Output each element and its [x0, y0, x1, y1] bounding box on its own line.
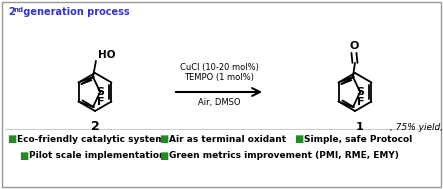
Text: Simple, safe Protocol: Simple, safe Protocol [304, 135, 412, 143]
Text: nd: nd [13, 7, 23, 13]
Text: Pilot scale implementation: Pilot scale implementation [29, 152, 166, 160]
Text: Air as terminal oxidant: Air as terminal oxidant [169, 135, 286, 143]
Text: Green metrics improvement (PMI, RME, EMY): Green metrics improvement (PMI, RME, EMY… [169, 152, 399, 160]
Text: 2: 2 [8, 7, 15, 17]
Text: , 75% yield, 7 Kg scale: , 75% yield, 7 Kg scale [390, 122, 443, 132]
Text: 1: 1 [356, 122, 364, 132]
Text: S: S [96, 87, 104, 97]
Text: ■: ■ [20, 151, 33, 161]
Text: O: O [349, 41, 359, 51]
Text: F: F [357, 97, 365, 106]
Text: Air, DMSO: Air, DMSO [198, 98, 240, 107]
Text: ■: ■ [160, 151, 173, 161]
Text: HO: HO [98, 50, 116, 60]
Text: TEMPO (1 mol%): TEMPO (1 mol%) [184, 73, 254, 82]
Text: ■: ■ [160, 134, 173, 144]
Text: ■: ■ [8, 134, 21, 144]
Text: CuCl (10-20 mol%): CuCl (10-20 mol%) [179, 63, 258, 72]
Text: F: F [97, 97, 105, 106]
Text: 2: 2 [91, 121, 99, 133]
Text: ■: ■ [295, 134, 307, 144]
Text: generation process: generation process [20, 7, 130, 17]
Text: S: S [356, 87, 364, 97]
Text: Eco-friendly catalytic system: Eco-friendly catalytic system [17, 135, 165, 143]
